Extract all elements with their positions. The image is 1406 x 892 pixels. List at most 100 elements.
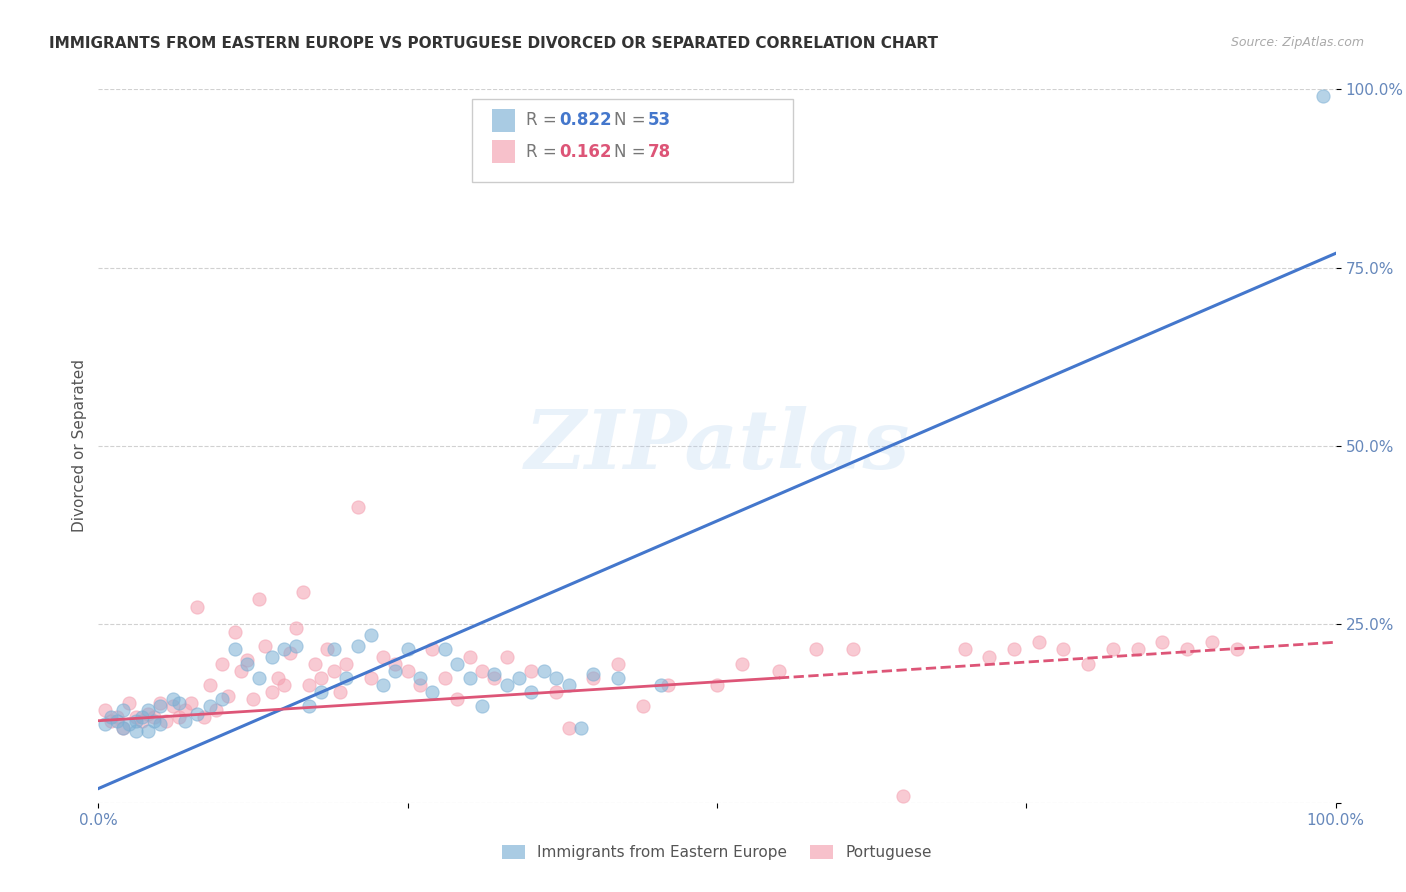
Point: [112, 721, 135, 735]
Point: [484, 671, 506, 685]
Point: [569, 721, 592, 735]
Point: [409, 671, 432, 685]
Point: [193, 710, 215, 724]
Point: [100, 710, 122, 724]
Point: [105, 714, 128, 728]
Point: [143, 714, 166, 728]
Point: [298, 699, 321, 714]
Point: [650, 678, 672, 692]
Point: [174, 714, 197, 728]
Point: [557, 721, 579, 735]
Point: [100, 714, 122, 728]
Point: [167, 696, 190, 710]
Point: [1052, 642, 1074, 657]
Point: [657, 678, 679, 692]
Point: [136, 706, 159, 721]
Point: [322, 642, 344, 657]
Point: [433, 642, 456, 657]
Text: N =: N =: [614, 112, 651, 129]
Point: [360, 628, 382, 642]
Point: [582, 667, 605, 681]
Point: [162, 699, 184, 714]
Point: [174, 703, 197, 717]
Point: [1028, 635, 1050, 649]
Point: [285, 621, 308, 635]
Point: [842, 642, 865, 657]
Point: [607, 671, 630, 685]
Point: [267, 671, 290, 685]
Point: [167, 710, 190, 724]
Point: [309, 685, 332, 699]
Text: N =: N =: [614, 143, 651, 161]
Point: [247, 592, 270, 607]
Point: [520, 685, 543, 699]
Point: [285, 639, 308, 653]
Point: [260, 649, 283, 664]
Point: [347, 639, 370, 653]
Point: [93, 703, 115, 717]
Point: [446, 692, 468, 706]
Point: [546, 685, 568, 699]
Point: [396, 642, 419, 657]
Point: [631, 699, 654, 714]
Point: [1102, 642, 1125, 657]
Point: [1201, 635, 1223, 649]
Point: [371, 649, 394, 664]
Point: [149, 696, 172, 710]
Point: [260, 685, 283, 699]
Point: [1175, 642, 1198, 657]
Text: Source: ZipAtlas.com: Source: ZipAtlas.com: [1230, 36, 1364, 49]
Point: [180, 696, 202, 710]
Point: [309, 671, 332, 685]
Point: [347, 500, 370, 514]
Point: [273, 678, 295, 692]
Point: [384, 657, 406, 671]
Point: [149, 717, 172, 731]
Point: [546, 671, 568, 685]
Point: [136, 703, 159, 717]
Point: [484, 667, 506, 681]
Point: [224, 624, 246, 639]
Point: [118, 717, 141, 731]
Point: [409, 678, 432, 692]
Point: [557, 678, 579, 692]
Point: [329, 685, 352, 699]
Text: R =: R =: [526, 112, 562, 129]
Point: [953, 642, 976, 657]
Point: [149, 699, 172, 714]
Legend: Immigrants from Eastern Europe, Portuguese: Immigrants from Eastern Europe, Portugue…: [496, 839, 938, 866]
Point: [979, 649, 1001, 664]
Point: [236, 653, 259, 667]
Point: [291, 585, 314, 599]
Text: IMMIGRANTS FROM EASTERN EUROPE VS PORTUGUESE DIVORCED OR SEPARATED CORRELATION C: IMMIGRANTS FROM EASTERN EUROPE VS PORTUG…: [49, 36, 938, 51]
Point: [706, 678, 728, 692]
Point: [335, 657, 357, 671]
Point: [422, 685, 444, 699]
Point: [458, 671, 481, 685]
Point: [471, 664, 494, 678]
Point: [495, 678, 517, 692]
Point: [247, 671, 270, 685]
Point: [112, 721, 135, 735]
Text: 53: 53: [648, 112, 671, 129]
Point: [1312, 89, 1334, 103]
Text: R =: R =: [526, 143, 562, 161]
Point: [768, 664, 790, 678]
Point: [131, 714, 153, 728]
Point: [471, 699, 494, 714]
Y-axis label: Divorced or Separated: Divorced or Separated: [72, 359, 87, 533]
Point: [273, 642, 295, 657]
Point: [446, 657, 468, 671]
Point: [93, 717, 115, 731]
Point: [1152, 635, 1174, 649]
Point: [304, 657, 326, 671]
Point: [607, 657, 630, 671]
Point: [458, 649, 481, 664]
Point: [433, 671, 456, 685]
Text: ZIPatlas: ZIPatlas: [524, 406, 910, 486]
Point: [335, 671, 357, 685]
Point: [136, 724, 159, 739]
Point: [731, 657, 754, 671]
Point: [1077, 657, 1099, 671]
Point: [520, 664, 543, 678]
